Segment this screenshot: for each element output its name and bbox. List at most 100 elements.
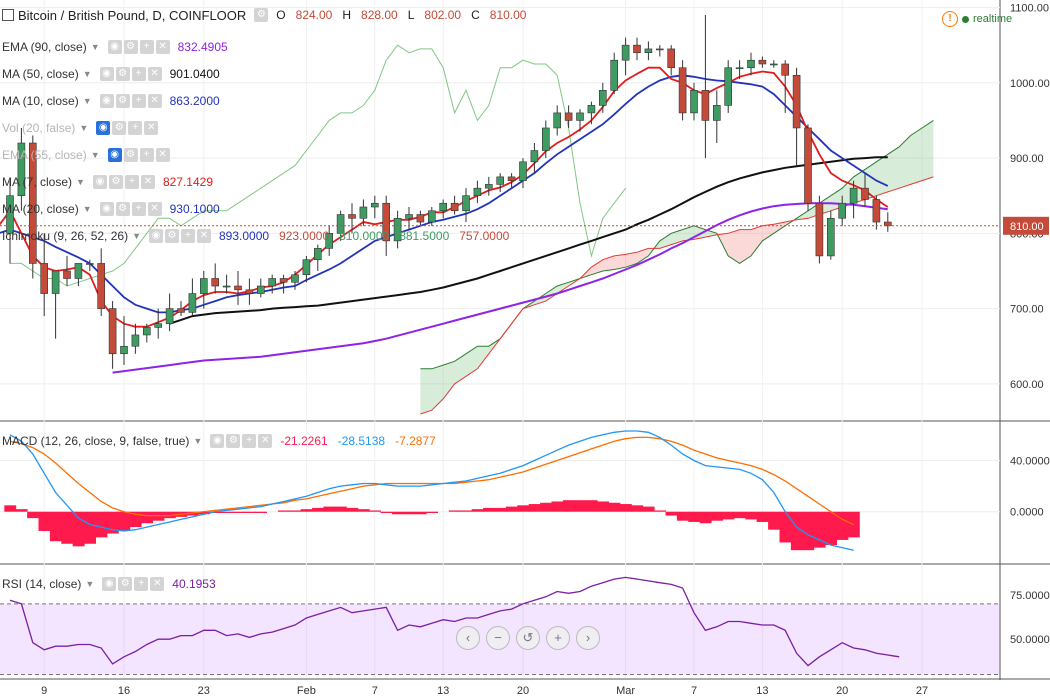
candle-body bbox=[416, 214, 425, 223]
candle-body bbox=[393, 217, 402, 242]
warning-icon[interactable]: ! bbox=[942, 11, 958, 27]
candle-body bbox=[633, 44, 641, 53]
macd-histogram-bar bbox=[825, 511, 837, 546]
ichimoku-cloud-segment bbox=[454, 353, 466, 384]
macd-histogram-bar bbox=[198, 511, 210, 515]
zoom-in-icon[interactable]: + bbox=[546, 626, 570, 650]
candle-body bbox=[690, 90, 698, 114]
macd-histogram-bar bbox=[334, 506, 347, 512]
ichimoku-cloud-segment bbox=[557, 282, 569, 294]
scroll-left-icon[interactable]: ‹ bbox=[456, 626, 480, 650]
ichimoku-cloud-segment bbox=[671, 229, 683, 245]
candle-body bbox=[712, 105, 721, 121]
macd-histogram-bar bbox=[665, 511, 678, 516]
macd-histogram-bar bbox=[414, 511, 427, 515]
candle-body bbox=[576, 112, 584, 121]
candle-body bbox=[462, 195, 470, 212]
candle-body bbox=[792, 74, 801, 129]
ichimoku-cloud-segment bbox=[545, 286, 558, 302]
candle-body bbox=[781, 63, 790, 76]
candle-body bbox=[644, 48, 653, 53]
macd-histogram-bar bbox=[460, 510, 473, 512]
candle-body bbox=[6, 195, 14, 234]
macd-histogram-bar bbox=[540, 502, 552, 512]
candle-body bbox=[678, 67, 687, 114]
candle-body bbox=[507, 176, 516, 181]
macd-histogram-bar bbox=[654, 510, 666, 512]
macd-histogram-bar bbox=[551, 501, 564, 512]
ichimoku-cloud-segment bbox=[443, 361, 455, 399]
ichimoku-cloud-segment bbox=[591, 259, 603, 275]
time-tick-label: 9 bbox=[41, 685, 47, 697]
ichimoku-cloud-segment bbox=[751, 225, 763, 256]
macd-histogram-bar bbox=[141, 511, 153, 524]
macd-histogram-bar bbox=[38, 511, 51, 531]
macd-histogram-bar bbox=[61, 511, 74, 544]
candle-body bbox=[51, 270, 60, 294]
ichimoku-cloud-segment bbox=[887, 146, 900, 192]
macd-histogram-bar bbox=[95, 511, 108, 538]
macd-histogram-bar bbox=[369, 510, 381, 512]
candle-body bbox=[473, 187, 482, 196]
last-price-label: 810.00 bbox=[1010, 221, 1044, 233]
price-tick-label: 700.00 bbox=[1010, 304, 1044, 316]
macd-histogram-bar bbox=[277, 510, 290, 512]
macd-histogram-bar bbox=[528, 504, 541, 512]
candle-body bbox=[758, 59, 767, 65]
candle-body bbox=[200, 278, 208, 294]
candle-body bbox=[598, 90, 607, 106]
ichimoku-cloud-segment bbox=[625, 252, 637, 268]
status-dot-icon bbox=[962, 15, 969, 23]
candle-body bbox=[348, 214, 356, 219]
macd-histogram-bar bbox=[699, 511, 712, 524]
reset-icon[interactable]: ↺ bbox=[516, 626, 540, 650]
macd-histogram-bar bbox=[403, 511, 416, 515]
candle-body bbox=[496, 176, 505, 185]
price-pane bbox=[0, 15, 1000, 415]
candle-body bbox=[370, 202, 379, 208]
macd-histogram-bar bbox=[426, 511, 438, 514]
macd-histogram-bar bbox=[471, 509, 484, 512]
ichimoku-cloud-segment bbox=[762, 224, 774, 241]
candle-body bbox=[838, 202, 847, 219]
candle-body bbox=[439, 202, 448, 212]
candle-body bbox=[484, 184, 493, 189]
candle-body bbox=[724, 67, 733, 106]
macd-pane bbox=[4, 430, 860, 551]
rsi-tick-label: 50.0000 bbox=[1010, 634, 1050, 646]
macd-histogram-bar bbox=[608, 502, 621, 512]
ichimoku-cloud-segment bbox=[477, 346, 489, 369]
macd-histogram-bar bbox=[300, 509, 313, 512]
macd-histogram-bar bbox=[676, 511, 689, 521]
time-tick-label: 13 bbox=[756, 685, 768, 697]
grid-layer bbox=[0, 0, 1050, 680]
candle-body bbox=[313, 248, 322, 260]
rsi-tick-label: 75.0000 bbox=[1010, 590, 1050, 602]
candle-body bbox=[302, 259, 311, 276]
macd-histogram-bar bbox=[129, 511, 142, 528]
macd-histogram-bar bbox=[768, 511, 780, 530]
realtime-label: realtime bbox=[973, 13, 1013, 25]
candle-body bbox=[804, 127, 812, 204]
candle-body bbox=[97, 263, 105, 309]
candle-body bbox=[165, 308, 174, 324]
scroll-right-icon[interactable]: › bbox=[576, 626, 600, 650]
candle-body bbox=[40, 263, 49, 294]
candle-body bbox=[667, 48, 676, 69]
candle-body bbox=[131, 334, 140, 347]
candle-body bbox=[291, 274, 299, 283]
zoom-out-icon[interactable]: − bbox=[486, 626, 510, 650]
macd-histogram-bar bbox=[232, 511, 245, 514]
macd-line bbox=[9, 430, 854, 551]
candle-body bbox=[177, 308, 185, 313]
candle-body bbox=[234, 285, 242, 291]
time-tick-label: 16 bbox=[118, 685, 130, 697]
macd-histogram-bar bbox=[106, 511, 119, 534]
macd-histogram-bar bbox=[4, 505, 17, 512]
macd-histogram-bar bbox=[745, 511, 758, 520]
macd-histogram-bar bbox=[779, 511, 792, 543]
macd-histogram-bar bbox=[505, 506, 518, 512]
time-tick-label: Mar bbox=[616, 685, 635, 697]
candle-body bbox=[359, 206, 368, 219]
